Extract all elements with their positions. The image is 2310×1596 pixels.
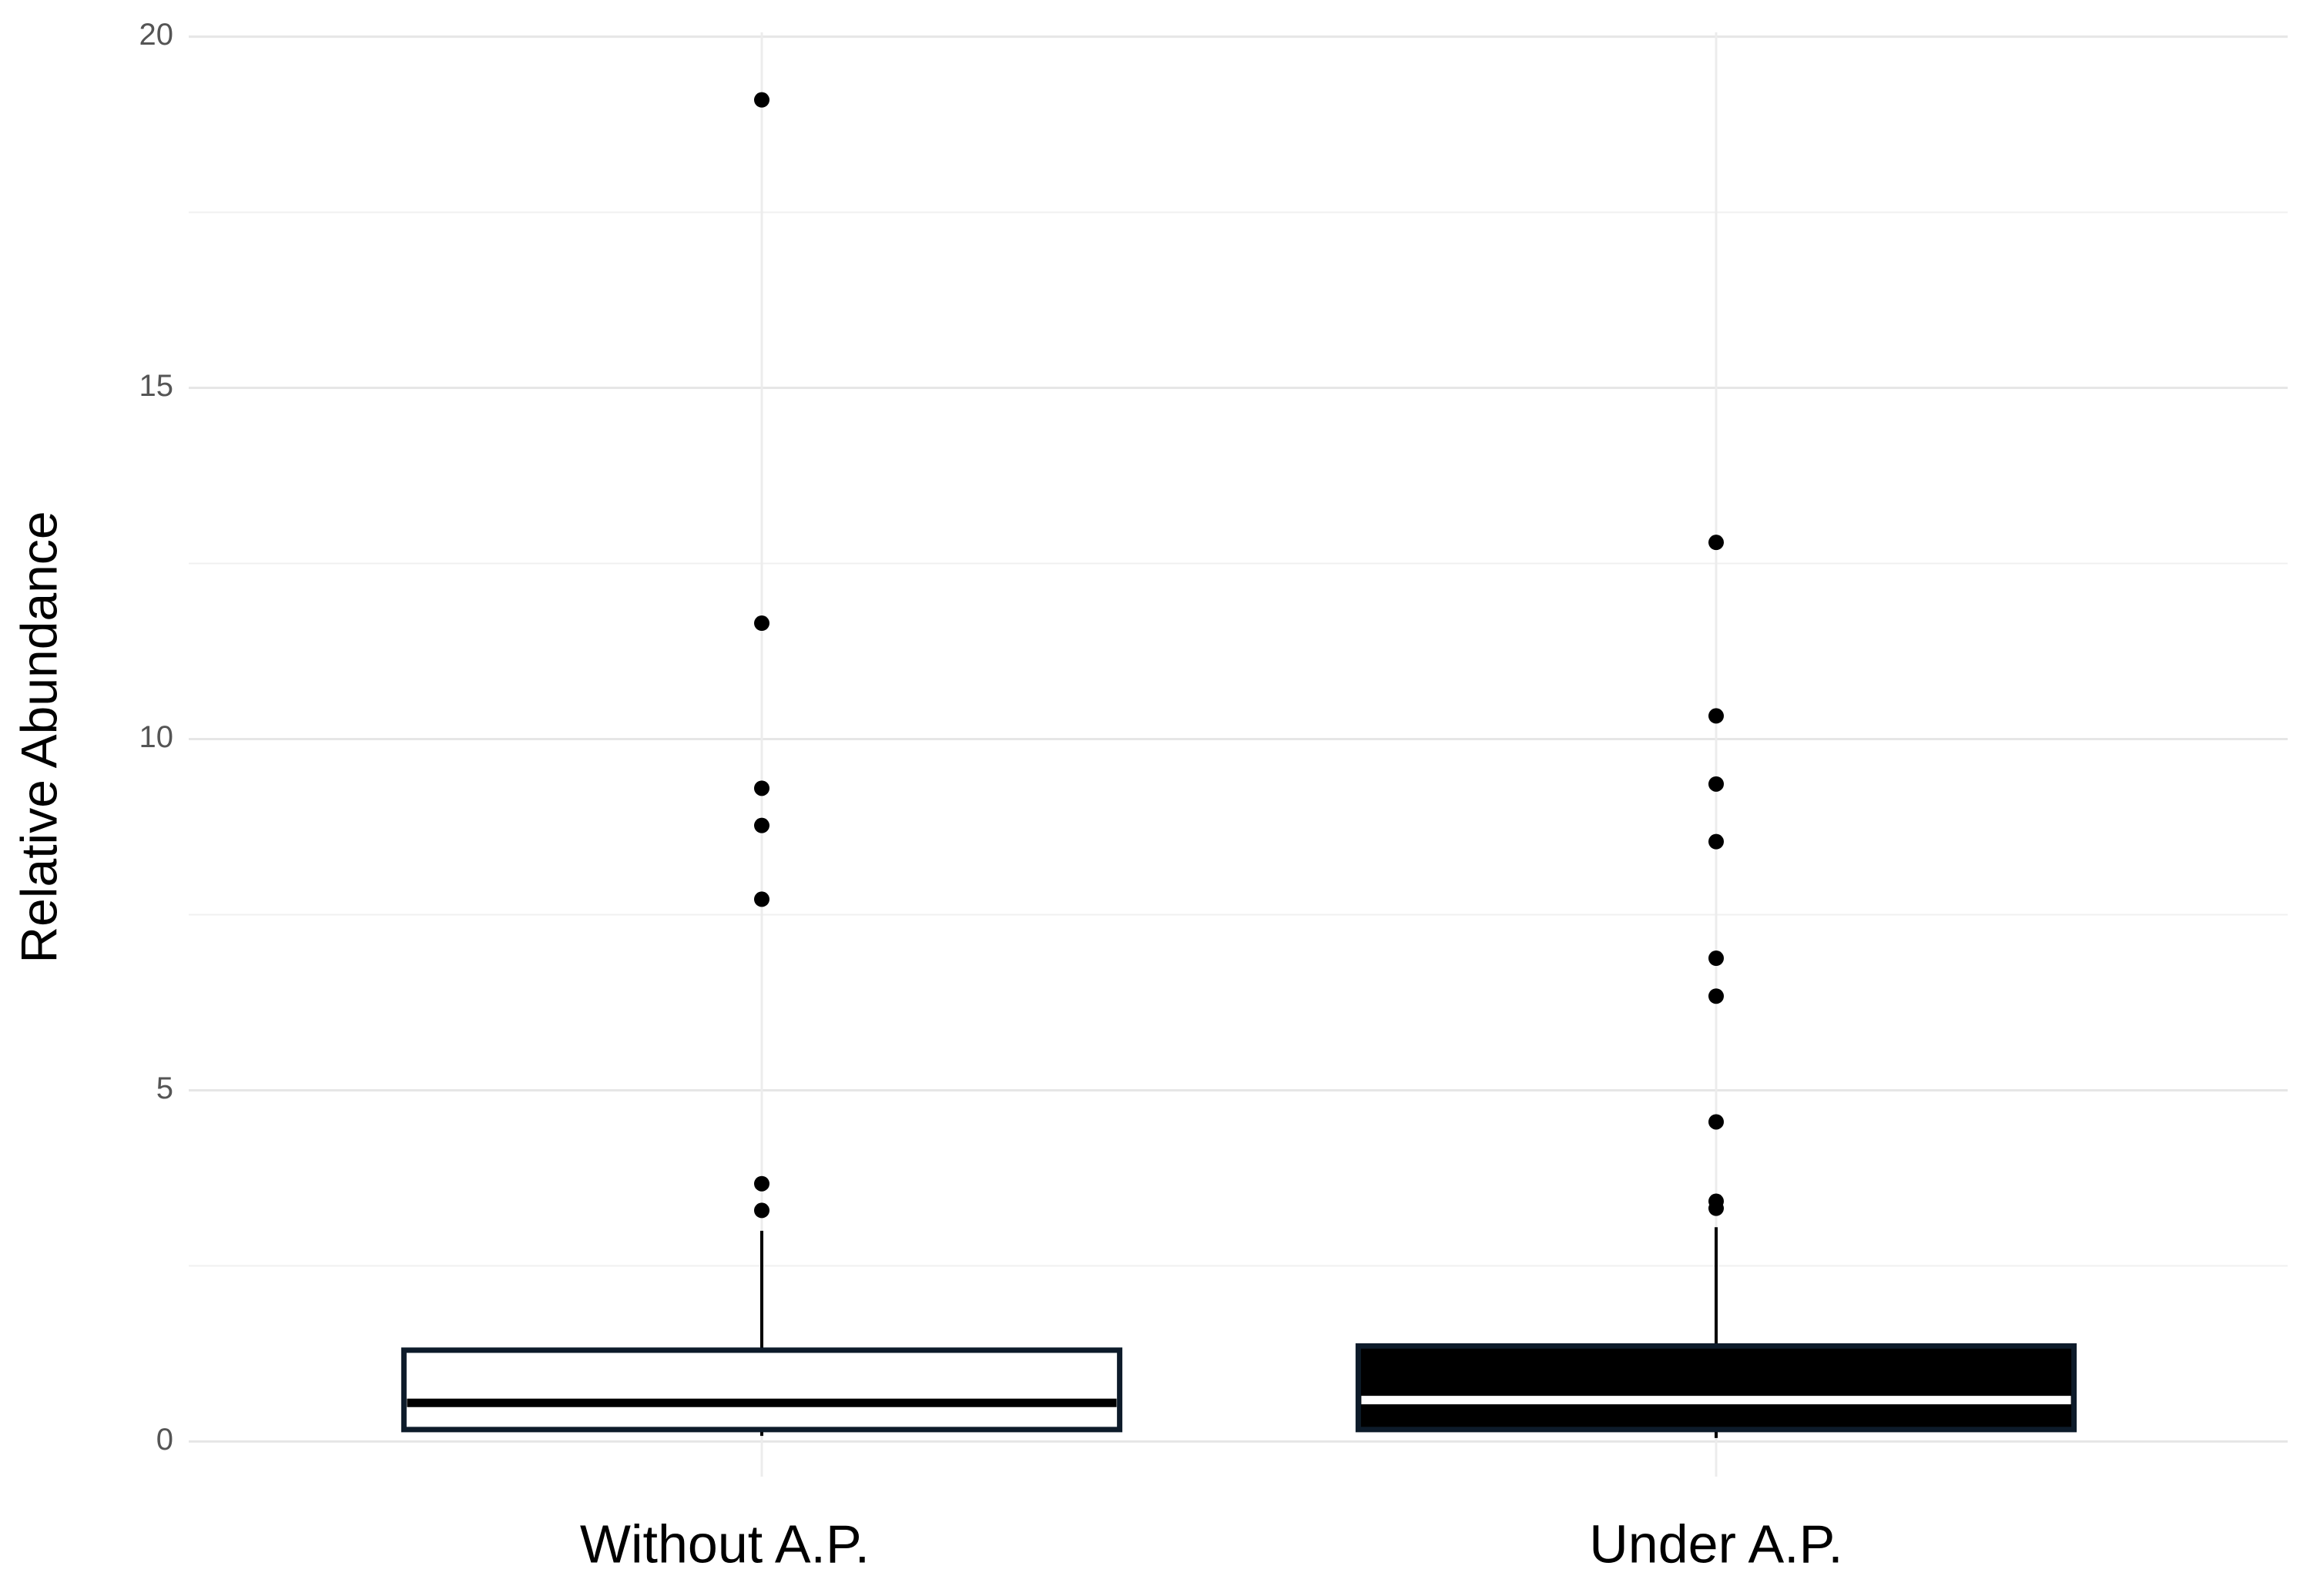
y-axis-title: Relative Abundance [10,511,67,963]
outlier [1708,1114,1724,1130]
box [1355,1343,2077,1433]
outlier [1708,1200,1724,1216]
outlier [1708,951,1724,967]
box [401,1347,1123,1433]
outlier [754,780,769,796]
outlier [754,817,769,833]
outlier [754,891,769,907]
outlier [1708,708,1724,724]
outlier [754,615,769,632]
x-tick-label: Under A.P. [1589,1514,1843,1574]
y-tick-label: 15 [139,369,174,403]
y-tick-label: 20 [139,18,174,52]
outlier [754,92,769,108]
outlier [754,1202,769,1219]
grid [189,32,2288,1477]
outlier [754,1175,769,1192]
y-tick-label: 5 [156,1071,173,1105]
outlier [1708,776,1724,792]
outlier [1708,988,1724,1004]
outlier [1708,535,1724,551]
y-tick-label: 0 [156,1423,173,1457]
x-tick-label: Without A.P. [580,1514,870,1574]
outlier [1708,833,1724,850]
y-tick-label: 10 [139,720,174,754]
marks [401,92,2077,1438]
